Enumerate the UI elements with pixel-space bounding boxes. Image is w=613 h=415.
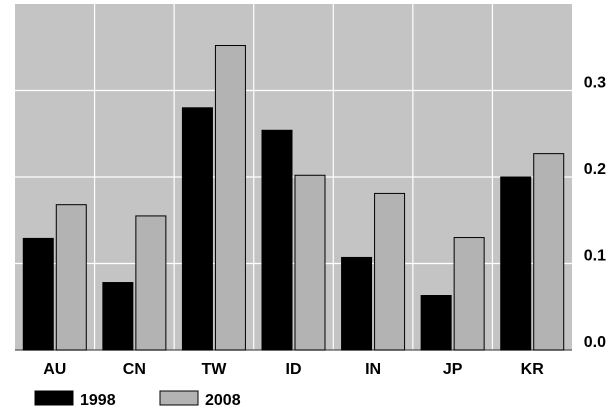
bar-1998-TW — [181, 107, 213, 351]
y-tick-labels: 0.0 0.1 0.2 0.3 — [584, 75, 606, 352]
legend-label-2008: 2008 — [205, 392, 241, 409]
y-tick-label: 0.3 — [584, 75, 606, 92]
bar-2008-ID — [294, 174, 326, 351]
x-tick-labels: AU CN TW ID IN JP KR — [43, 361, 544, 378]
bar-2008-AU — [55, 204, 87, 351]
bar-2008-IN — [374, 192, 406, 351]
x-tick-label: CN — [123, 361, 146, 378]
y-tick-label: 0.2 — [584, 161, 606, 178]
x-tick-label: TW — [201, 361, 227, 378]
bar-1998-JP — [420, 295, 452, 351]
legend-swatch-1998 — [34, 390, 74, 406]
bar-1998-AU — [22, 237, 54, 351]
bar-2008-KR — [533, 153, 565, 351]
legend-swatch-2008 — [159, 390, 199, 406]
bar-1998-ID — [261, 129, 293, 351]
bar-2008-TW — [214, 45, 246, 351]
y-tick-label: 0.1 — [584, 248, 606, 265]
legend: 1998 2008 — [34, 390, 241, 409]
bar-1998-KR — [500, 176, 532, 351]
bar-1998-IN — [341, 256, 373, 351]
x-tick-label: KR — [521, 361, 545, 378]
bar-2008-JP — [453, 237, 485, 351]
x-tick-label: AU — [43, 361, 66, 378]
bar-2008-CN — [135, 215, 167, 351]
bar-1998-CN — [102, 282, 134, 351]
x-tick-label: JP — [443, 361, 463, 378]
bars — [22, 45, 565, 351]
y-tick-label: 0.0 — [584, 334, 606, 351]
legend-label-1998: 1998 — [80, 392, 116, 409]
x-tick-label: IN — [365, 361, 381, 378]
x-tick-label: ID — [286, 361, 302, 378]
